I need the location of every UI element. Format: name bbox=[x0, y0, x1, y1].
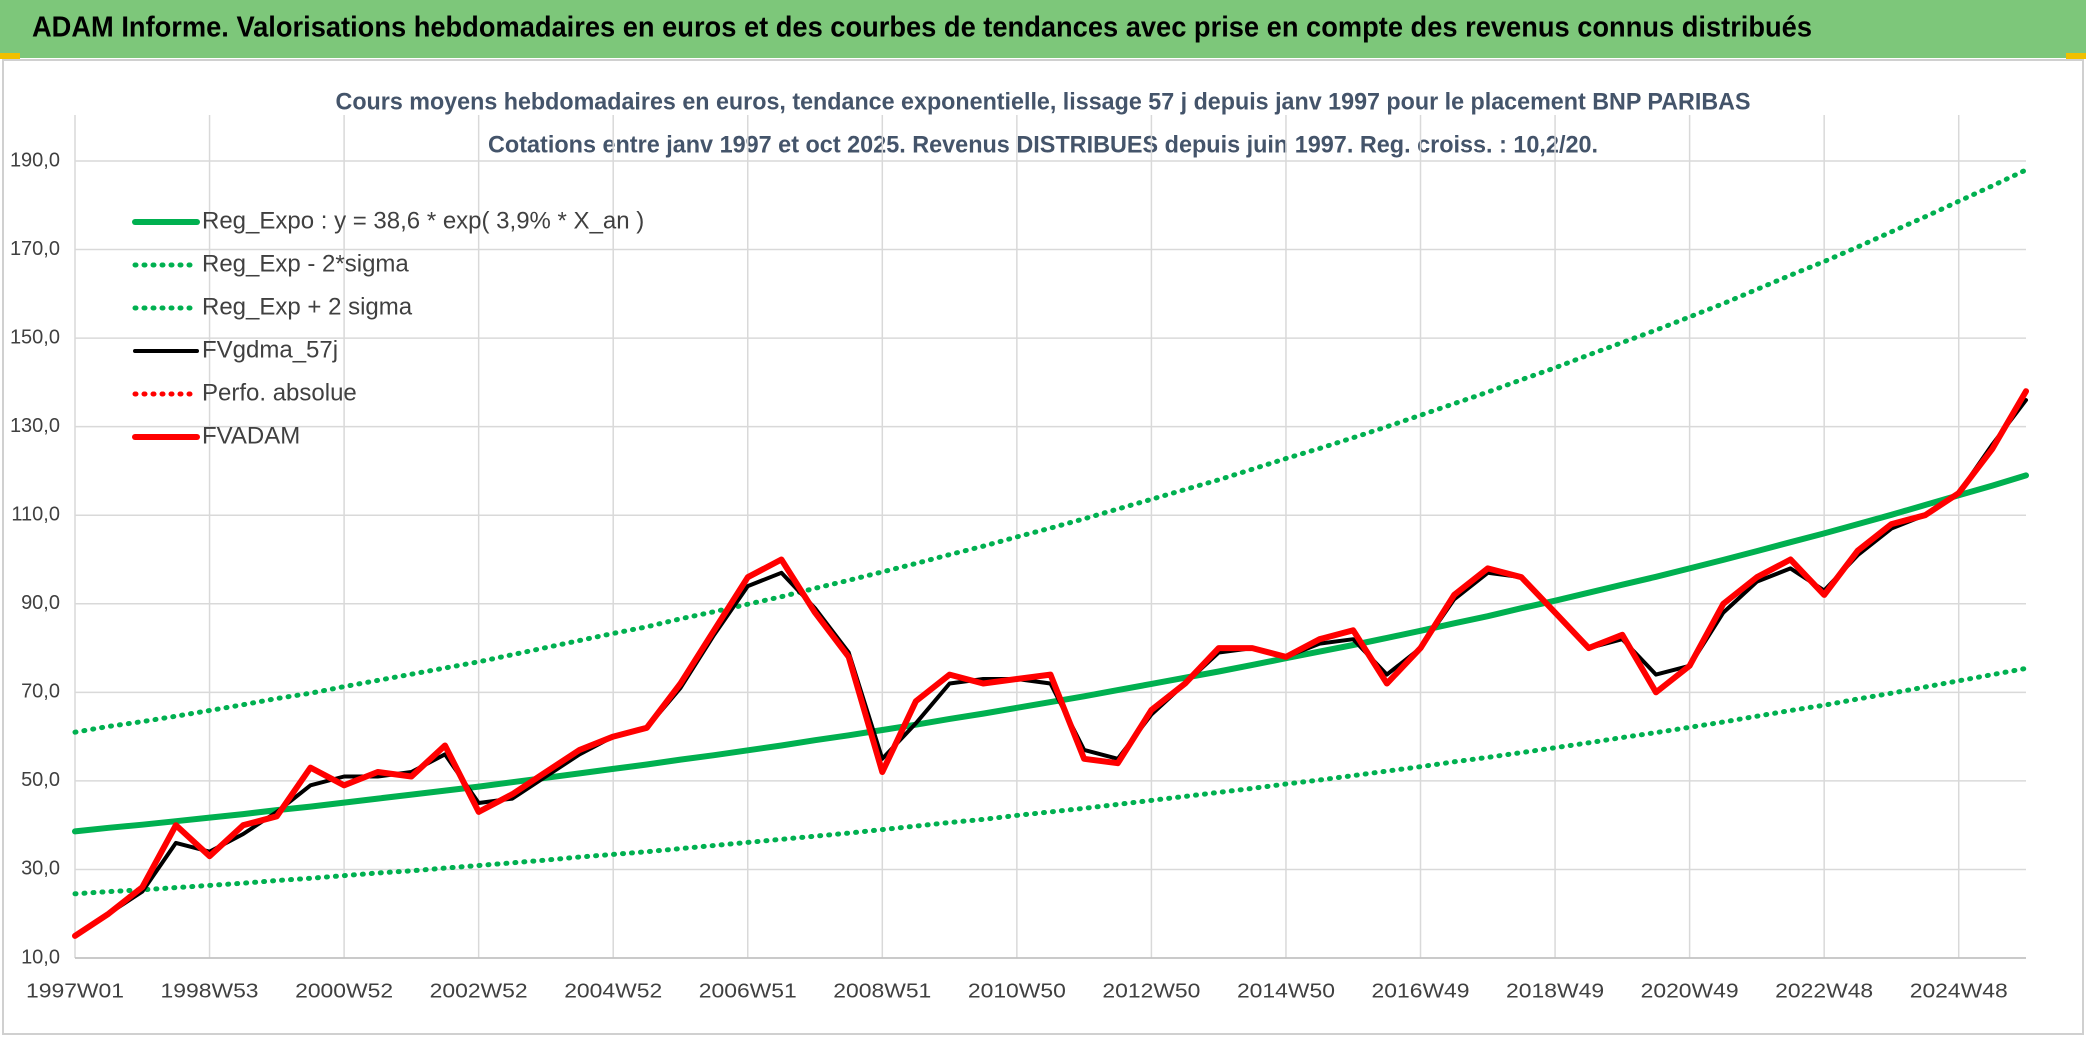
y-tick-label: 90,0 bbox=[21, 592, 60, 614]
x-tick-label: 2018W49 bbox=[1506, 980, 1604, 1002]
corner-mark bbox=[2066, 53, 2086, 59]
y-tick-label: 130,0 bbox=[10, 415, 60, 437]
series-line bbox=[72, 472, 2029, 835]
header-band bbox=[0, 0, 2086, 58]
x-tick-label: 1998W53 bbox=[161, 980, 259, 1002]
chart-subtitle: Cotations entre janv 1997 et oct 2025. R… bbox=[488, 131, 1598, 158]
series-line bbox=[72, 388, 2029, 939]
x-tick-label: 2006W51 bbox=[699, 980, 797, 1002]
y-tick-label: 110,0 bbox=[11, 504, 60, 526]
x-tick-label: 2002W52 bbox=[430, 980, 528, 1002]
y-tick-label: 30,0 bbox=[21, 858, 60, 880]
legend-label: Perfo. absolue bbox=[202, 379, 357, 406]
corner-mark bbox=[0, 53, 20, 59]
y-tick-label: 190,0 bbox=[10, 149, 60, 171]
y-tick-label: 150,0 bbox=[10, 326, 60, 348]
x-tick-label: 2024W48 bbox=[1910, 980, 2008, 1002]
legend: Reg_Expo : y = 38,6 * exp( 3,9% * X_an )… bbox=[132, 207, 644, 449]
legend-label: Reg_Expo : y = 38,6 * exp( 3,9% * X_an ) bbox=[202, 207, 644, 234]
legend-label: FVADAM bbox=[202, 422, 300, 449]
legend-label: FVgdma_57j bbox=[202, 336, 338, 363]
x-tick-label: 2022W48 bbox=[1775, 980, 1873, 1002]
series-line bbox=[72, 665, 2029, 897]
x-tick-label: 2014W50 bbox=[1237, 980, 1335, 1002]
legend-label: Reg_Exp + 2 sigma bbox=[202, 293, 413, 320]
chart-frame bbox=[2, 59, 2084, 1035]
x-tick-label: 2004W52 bbox=[564, 980, 662, 1002]
plot-lines bbox=[72, 167, 2029, 939]
x-tick-label: 2012W50 bbox=[1102, 980, 1200, 1002]
x-tick-label: 2000W52 bbox=[295, 980, 393, 1002]
chart-title: Cours moyens hebdomadaires en euros, ten… bbox=[336, 88, 1751, 115]
y-tick-label: 10,0 bbox=[21, 946, 60, 968]
y-tick-label: 50,0 bbox=[21, 769, 60, 791]
series-line bbox=[72, 167, 2029, 735]
x-tick-label: 2016W49 bbox=[1372, 980, 1470, 1002]
x-tick-label: 2008W51 bbox=[833, 980, 931, 1002]
x-tick-label: 2010W50 bbox=[968, 980, 1066, 1002]
page-header: ADAM Informe. Valorisations hebdomadaire… bbox=[32, 12, 1812, 44]
y-tick-label: 170,0 bbox=[10, 238, 60, 260]
x-tick-label: 2020W49 bbox=[1641, 980, 1739, 1002]
y-tick-label: 70,0 bbox=[21, 681, 60, 703]
legend-label: Reg_Exp - 2*sigma bbox=[202, 250, 409, 277]
x-tick-label: 1997W01 bbox=[26, 980, 124, 1002]
